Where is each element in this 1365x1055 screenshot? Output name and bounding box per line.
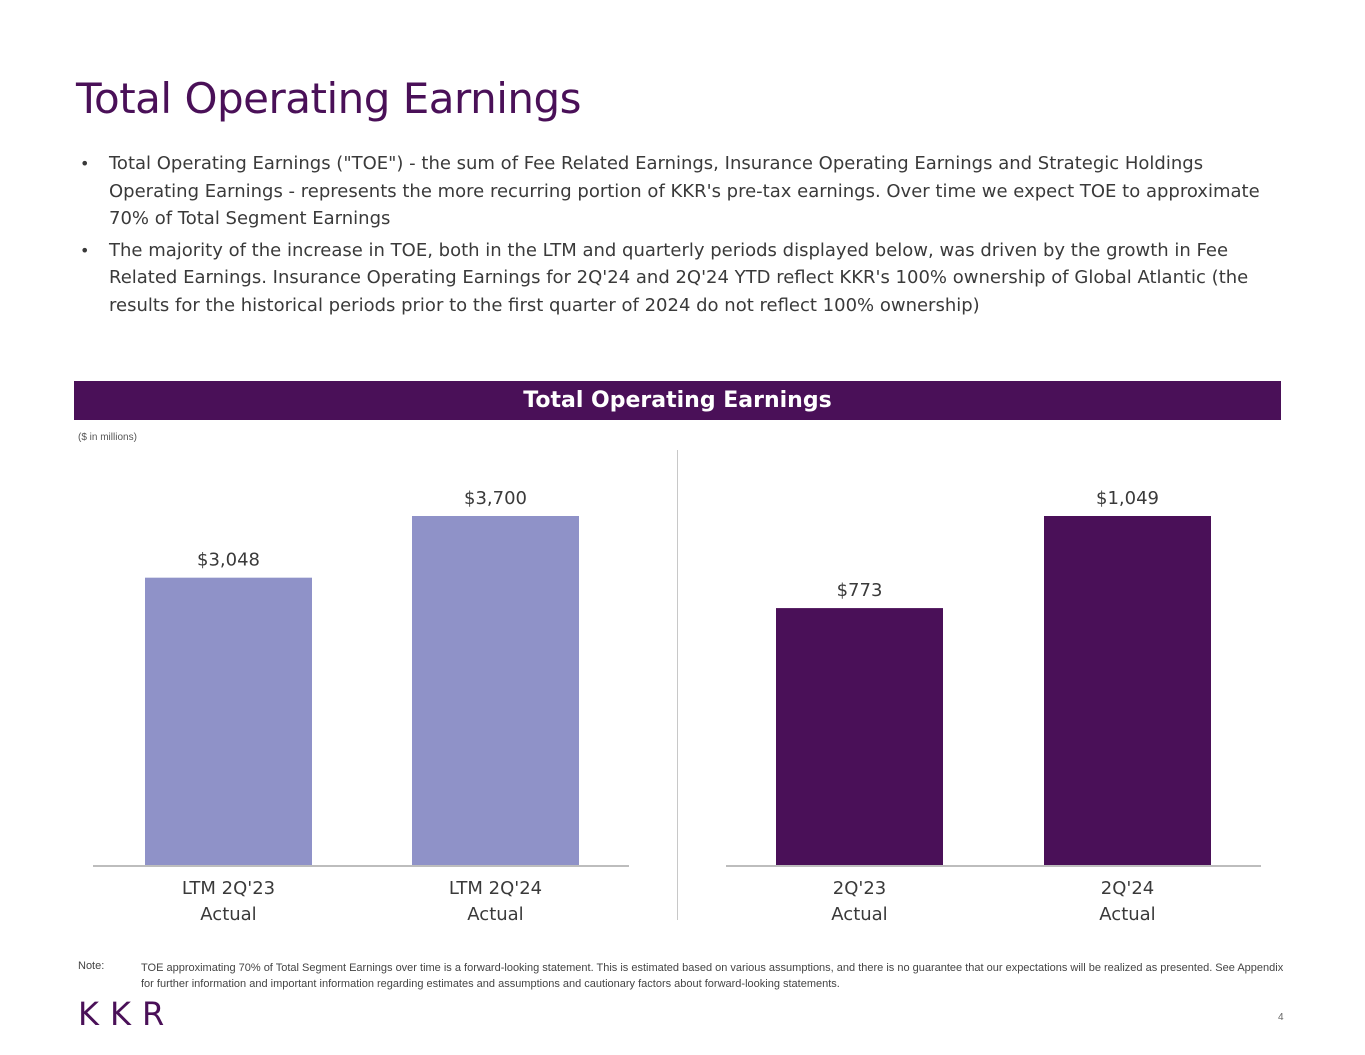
- category-label: Actual: [831, 904, 887, 925]
- category-label: LTM 2Q'24: [449, 878, 542, 899]
- note-label: Note:: [78, 960, 105, 972]
- page-number: 4: [1278, 1012, 1284, 1023]
- units-note: ($ in millions): [78, 432, 137, 443]
- bullet-dot-icon: •: [80, 154, 90, 173]
- category-label: Actual: [467, 904, 523, 925]
- kkr-logo: KKR: [78, 995, 176, 1033]
- bullet-item: • Total Operating Earnings ("TOE") - the …: [78, 150, 1278, 233]
- note-text: TOE approximating 70% of Total Segment E…: [141, 962, 1284, 990]
- bullet-list: • Total Operating Earnings ("TOE") - the …: [78, 150, 1278, 323]
- page-title: Total Operating Earnings: [76, 74, 582, 123]
- bullet-item: • The majority of the increase in TOE, bo…: [78, 237, 1278, 320]
- chart-divider: [677, 450, 678, 920]
- data-label: $1,049: [1096, 488, 1159, 509]
- category-label: Actual: [1099, 904, 1155, 925]
- bar: [412, 516, 579, 866]
- data-label: $773: [837, 580, 883, 601]
- category-label: 2Q'23: [833, 878, 886, 899]
- category-label: Actual: [200, 904, 256, 925]
- data-label: $3,700: [464, 488, 527, 509]
- category-label: 2Q'24: [1101, 878, 1154, 899]
- bullet-text: Total Operating Earnings ("TOE") - the s…: [109, 153, 1260, 229]
- data-label: $3,048: [197, 550, 260, 571]
- bar: [145, 577, 312, 866]
- bullet-text: The majority of the increase in TOE, bot…: [109, 239, 1249, 316]
- bullet-dot-icon: •: [80, 240, 90, 260]
- bar: [776, 608, 943, 866]
- bar: [1044, 516, 1211, 866]
- chart-banner: Total Operating Earnings: [74, 381, 1281, 420]
- category-label: LTM 2Q'23: [182, 878, 275, 899]
